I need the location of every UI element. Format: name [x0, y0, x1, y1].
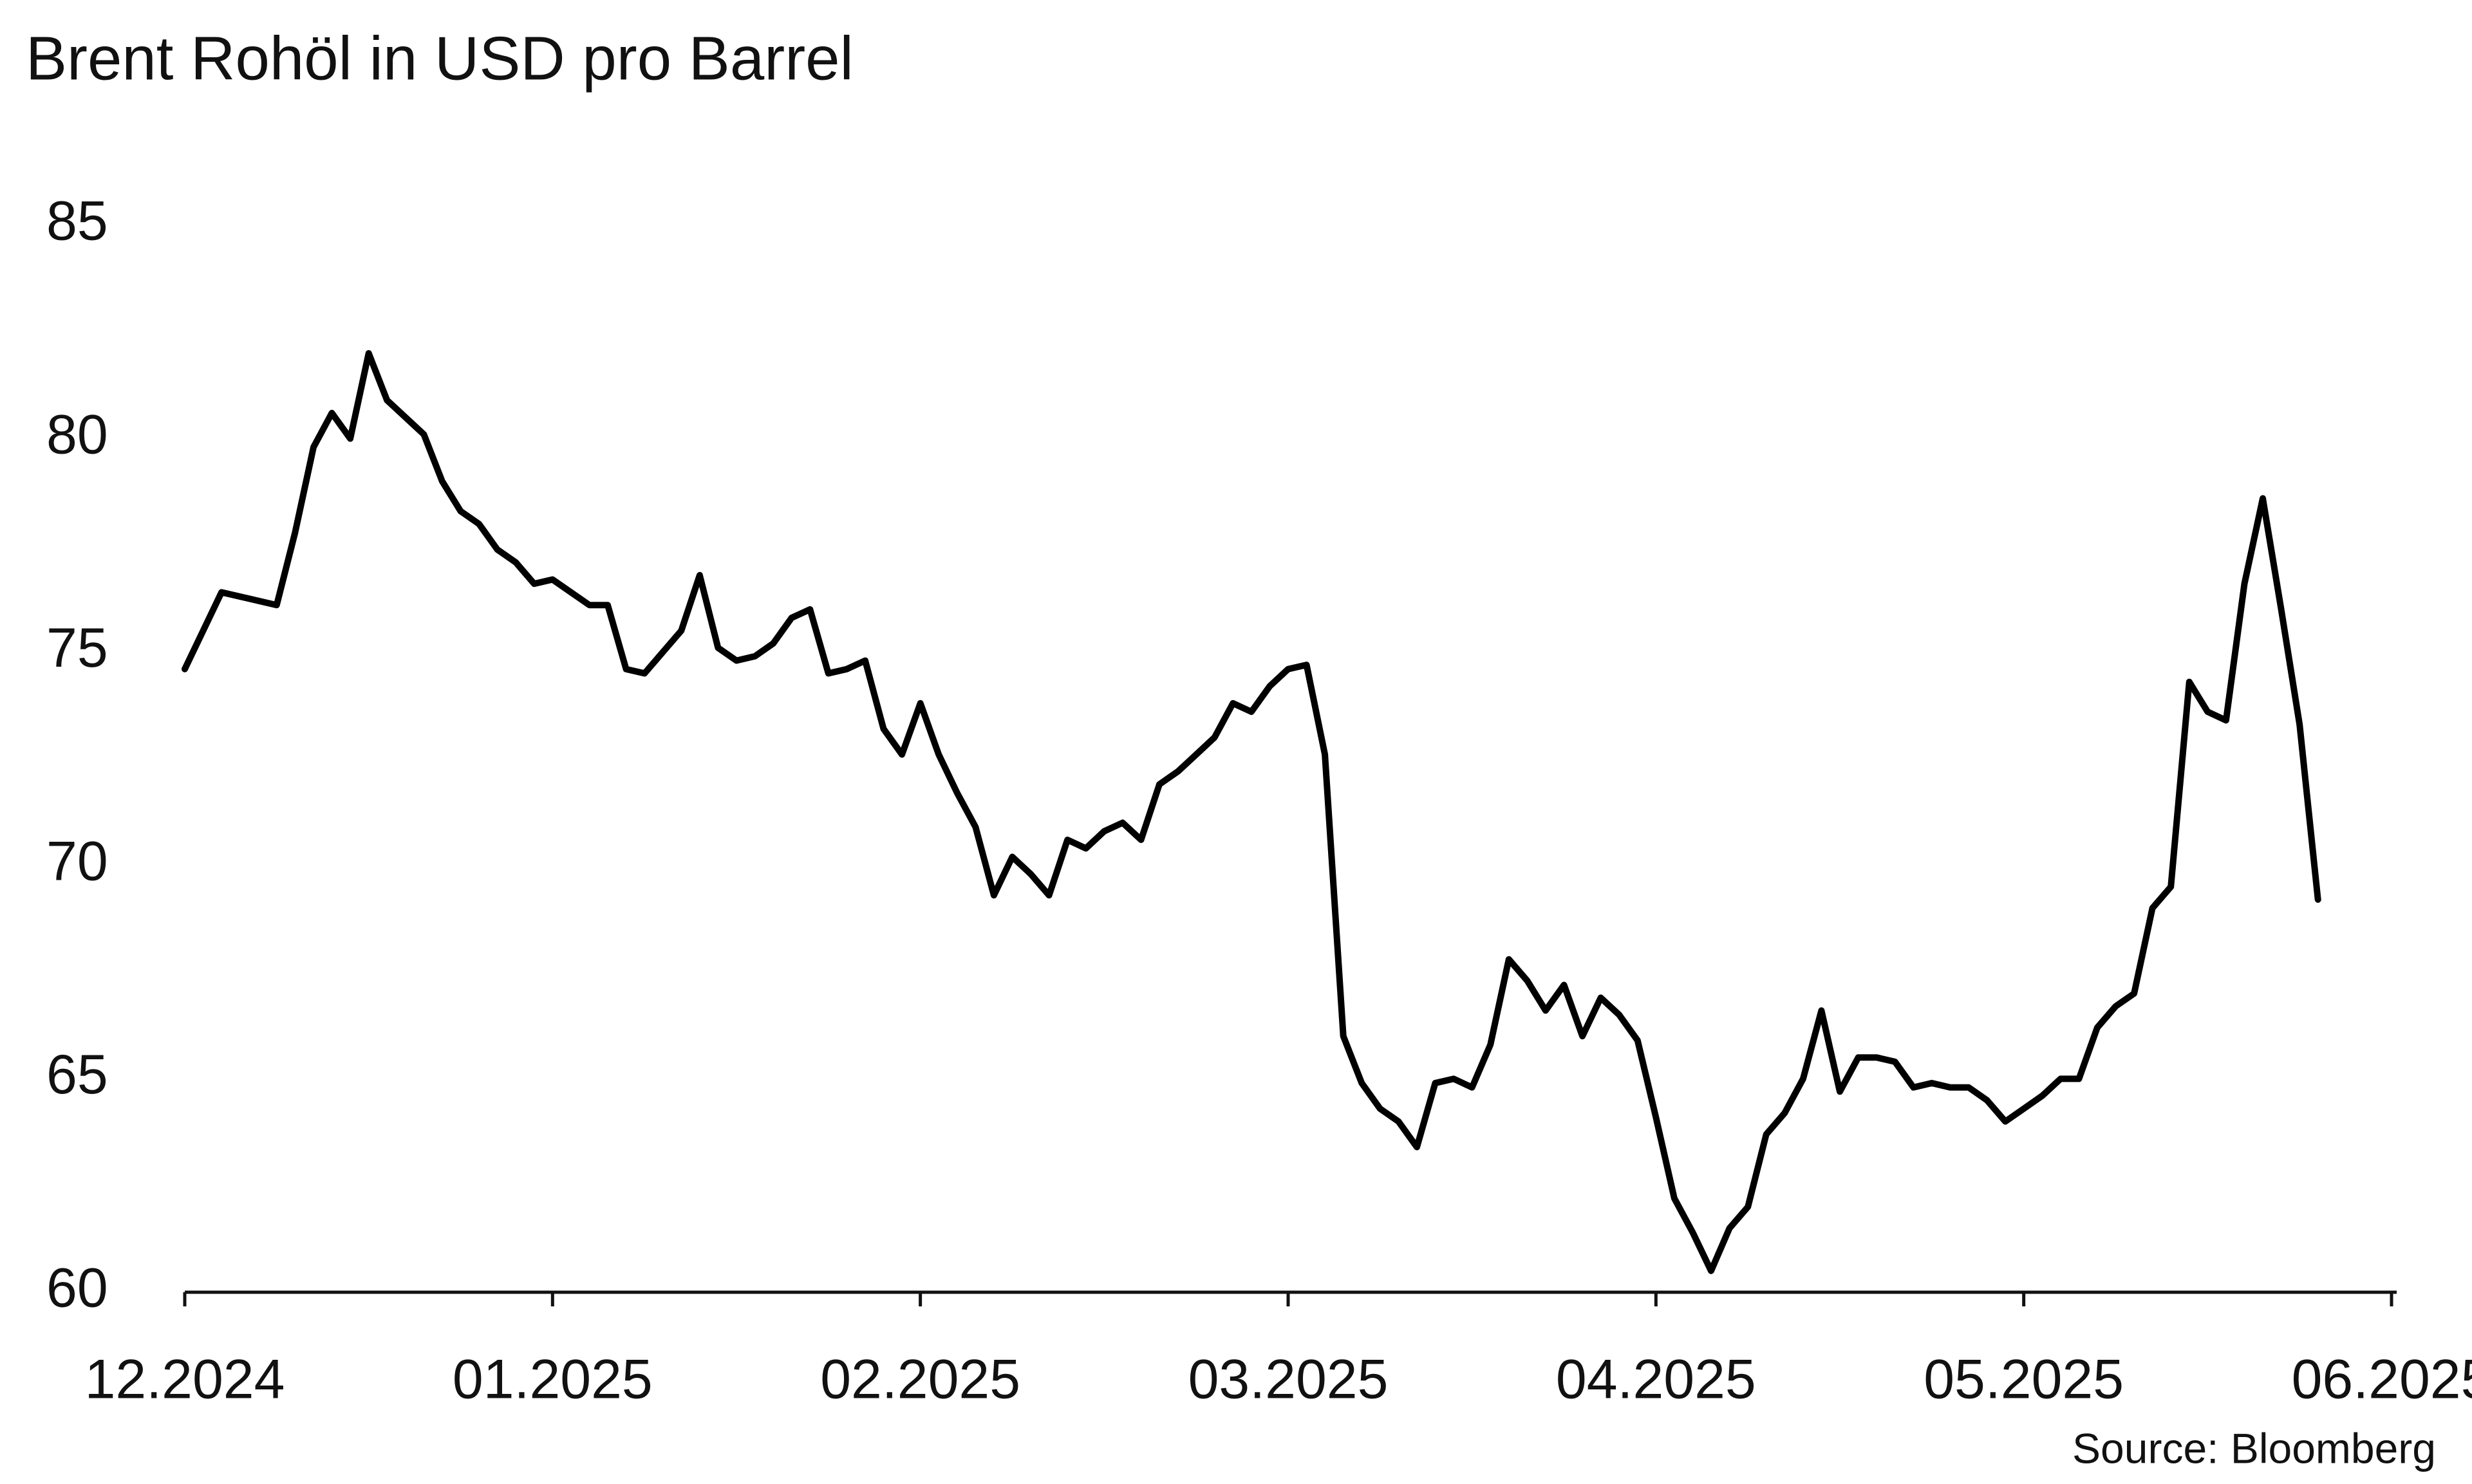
- price-line: [182, 350, 2321, 1274]
- x-tick-label: 02.2025: [820, 1349, 1020, 1411]
- y-tick-label: 70: [46, 831, 108, 893]
- y-tick-label: 85: [46, 190, 108, 252]
- source-note: Source: Bloomberg: [2072, 1424, 2436, 1472]
- x-tick-label: 04.2025: [1556, 1349, 1756, 1411]
- chart-title: Brent Rohöl in USD pro Barrel: [26, 24, 854, 93]
- x-tick-label: 01.2025: [453, 1349, 653, 1411]
- y-tick-label: 60: [46, 1257, 108, 1319]
- y-tick-label: 65: [46, 1044, 108, 1106]
- y-tick-label: 80: [46, 403, 108, 465]
- x-tick-label: 06.2025: [2292, 1349, 2472, 1411]
- x-tick-label: 05.2025: [1924, 1349, 2124, 1411]
- x-tick-label: 03.2025: [1188, 1349, 1389, 1411]
- y-tick-label: 75: [46, 617, 108, 679]
- x-tick-label: 12.2024: [85, 1349, 285, 1411]
